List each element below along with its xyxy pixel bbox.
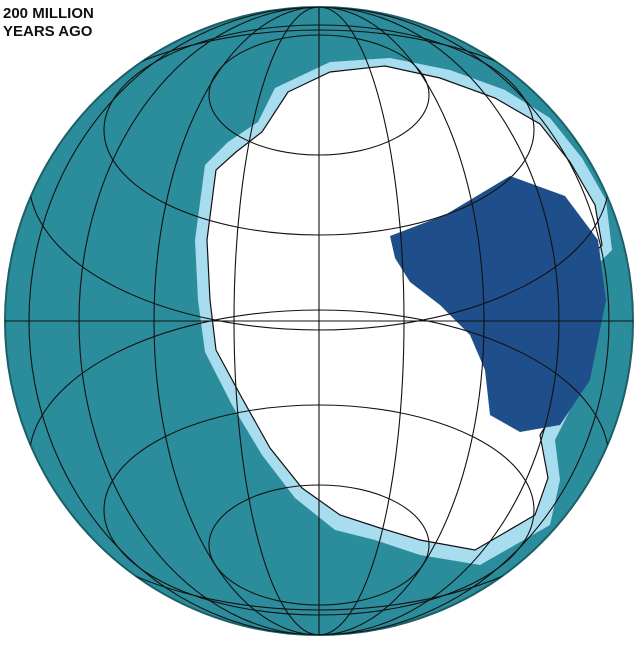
tethys-sea	[390, 176, 606, 432]
title-line: YEARS AGO	[3, 23, 93, 40]
title-line: 200 MILLION	[3, 5, 94, 22]
